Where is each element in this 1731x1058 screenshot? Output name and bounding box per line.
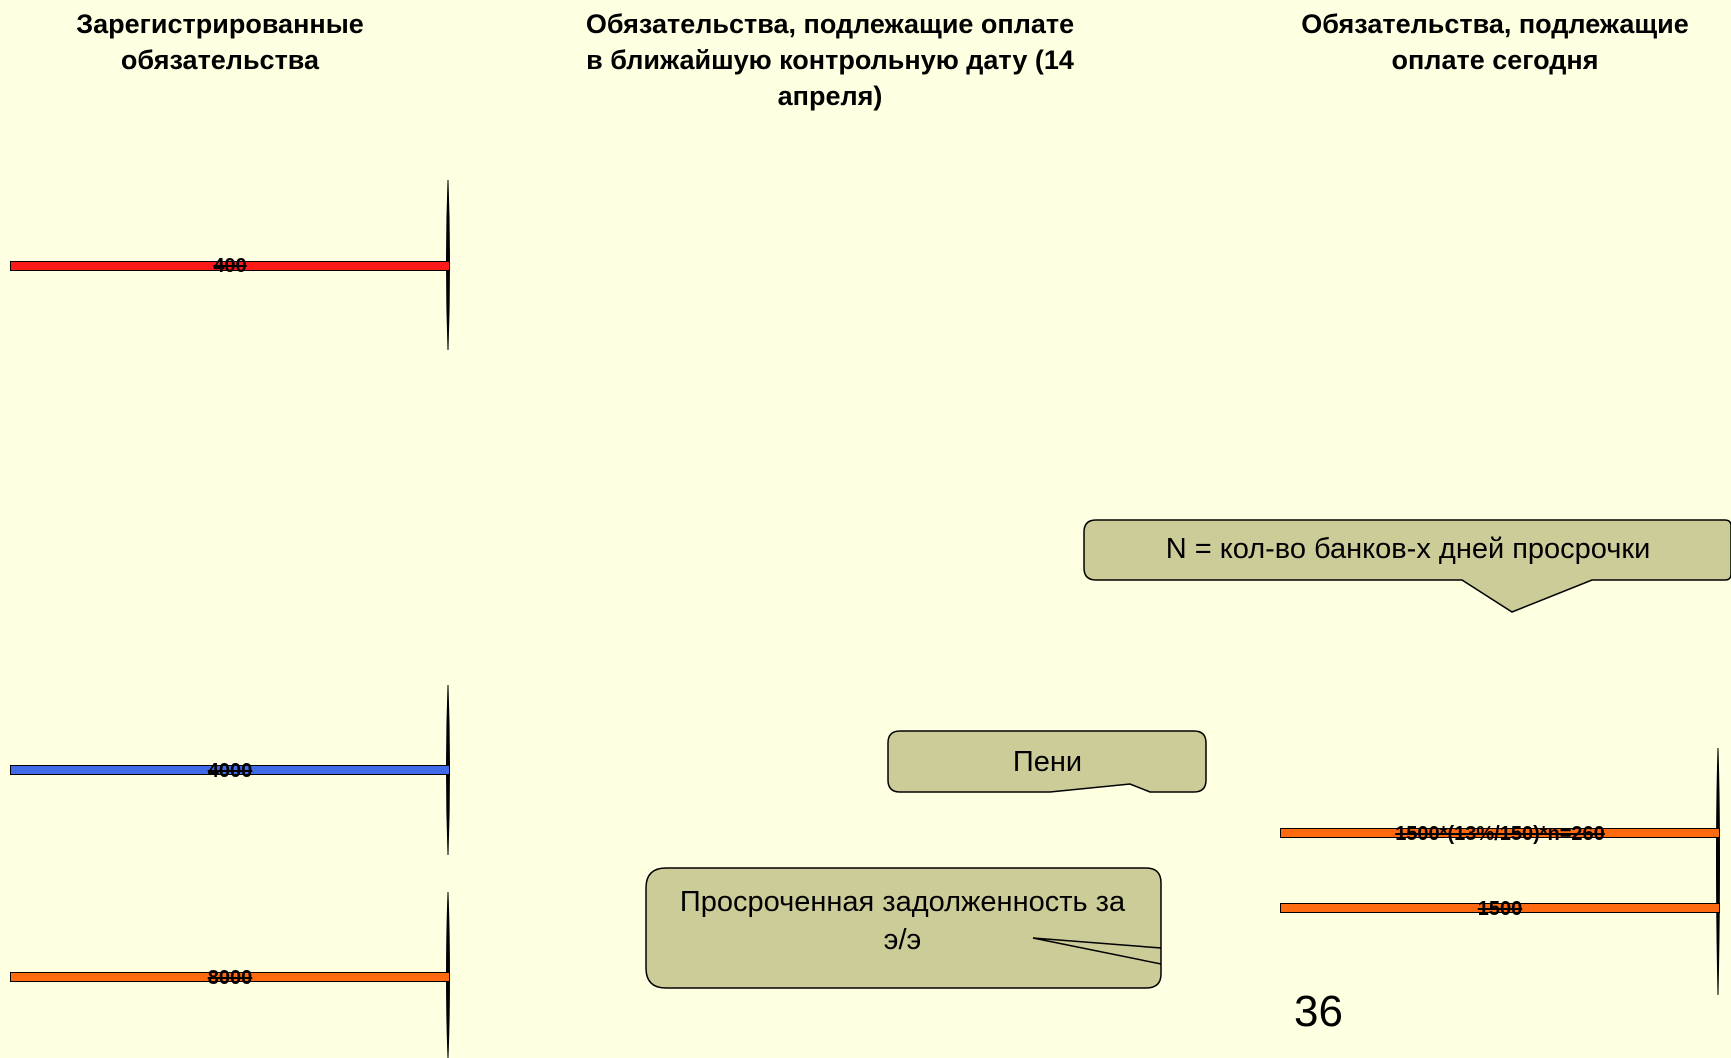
- bar-label-8000: 8000: [180, 968, 280, 988]
- bar-label-400: 400: [180, 256, 280, 276]
- bar-label-penalty: 1500*(13%/150)*n=260: [1300, 824, 1700, 844]
- callout-penalty: Пени: [890, 743, 1205, 781]
- bar-label-debt: 1500: [1450, 899, 1550, 919]
- divider-stroke-right: [1717, 748, 1720, 995]
- callout-n-note: N = кол-во банков-х дней просрочки: [1090, 530, 1726, 568]
- slide-number: 36: [1294, 988, 1343, 1036]
- callout-overdue: Просроченная задолженность за э/э: [665, 883, 1140, 959]
- bar-label-4000: 4000: [180, 761, 280, 781]
